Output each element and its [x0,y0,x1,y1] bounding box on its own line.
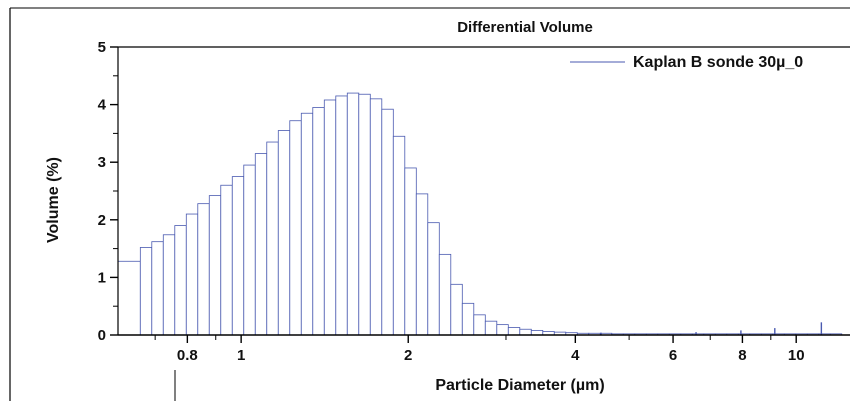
histogram-bar [496,324,509,336]
y-axis-label: Volume (%) [45,157,62,243]
histogram-bar [174,225,187,336]
histogram-bar [300,112,314,336]
histogram-bar [208,195,222,336]
histogram-bar [231,176,245,336]
histogram-bar [254,153,268,336]
histogram-bar [243,164,256,336]
y-tick-label: 4 [98,97,107,114]
histogram-bar [335,95,348,336]
histogram-bar [381,108,394,336]
histogram-bar [323,99,337,336]
histogram-bar [473,314,486,336]
x-tick-label: 2 [404,347,412,364]
x-tick-label: 1 [237,347,245,364]
histogram-bar [404,167,417,336]
histogram-bar [289,120,302,336]
histogram-bars [117,92,843,336]
y-tick-label: 2 [98,212,106,229]
histogram-bar [220,184,233,336]
histogram-bar [484,320,498,336]
y-tick-label: 0 [98,327,106,344]
legend-label-kaplan: Kaplan B sonde 30µ_0 [633,54,803,71]
chart-title: Differential Volume [457,19,593,36]
x-tick-label: 8 [738,347,746,364]
x-axis-label: Particle Diameter (µm) [435,377,604,394]
x-tick-label: 6 [669,347,677,364]
histogram-bar [519,328,532,336]
histogram-bar [266,141,279,336]
histogram-bar [450,283,463,336]
y-tick-label: 1 [98,269,106,286]
legend: Kaplan B sonde 30µ_0 [570,54,803,71]
y-tick-label: 3 [98,154,106,171]
x-tick-label: 0.8 [177,347,198,364]
y-axis: 0 1 2 3 4 5 [98,39,118,344]
histogram-bar [369,98,383,336]
x-axis: 0.8 1 2 4 6 8 10 [118,334,850,364]
histogram-bar [151,241,164,336]
histogram-bar [312,107,325,336]
histogram-bar [358,93,371,336]
histogram-bar [438,253,452,336]
x-tick-label: 10 [788,347,805,364]
histogram-bar [185,213,199,336]
histogram-bar [392,135,406,336]
histogram-bar [277,130,291,336]
y-tick-label: 5 [98,39,106,56]
histogram-bar [139,247,153,336]
histogram-bar [346,92,360,336]
x-tick-label: 4 [571,347,580,364]
histogram-bar [507,327,521,336]
histogram-bar [415,193,429,336]
histogram-bar [162,234,176,336]
histogram-bar [117,260,141,336]
histogram-bar [461,302,475,336]
histogram-bar [197,203,210,336]
histogram-bar [427,222,440,336]
